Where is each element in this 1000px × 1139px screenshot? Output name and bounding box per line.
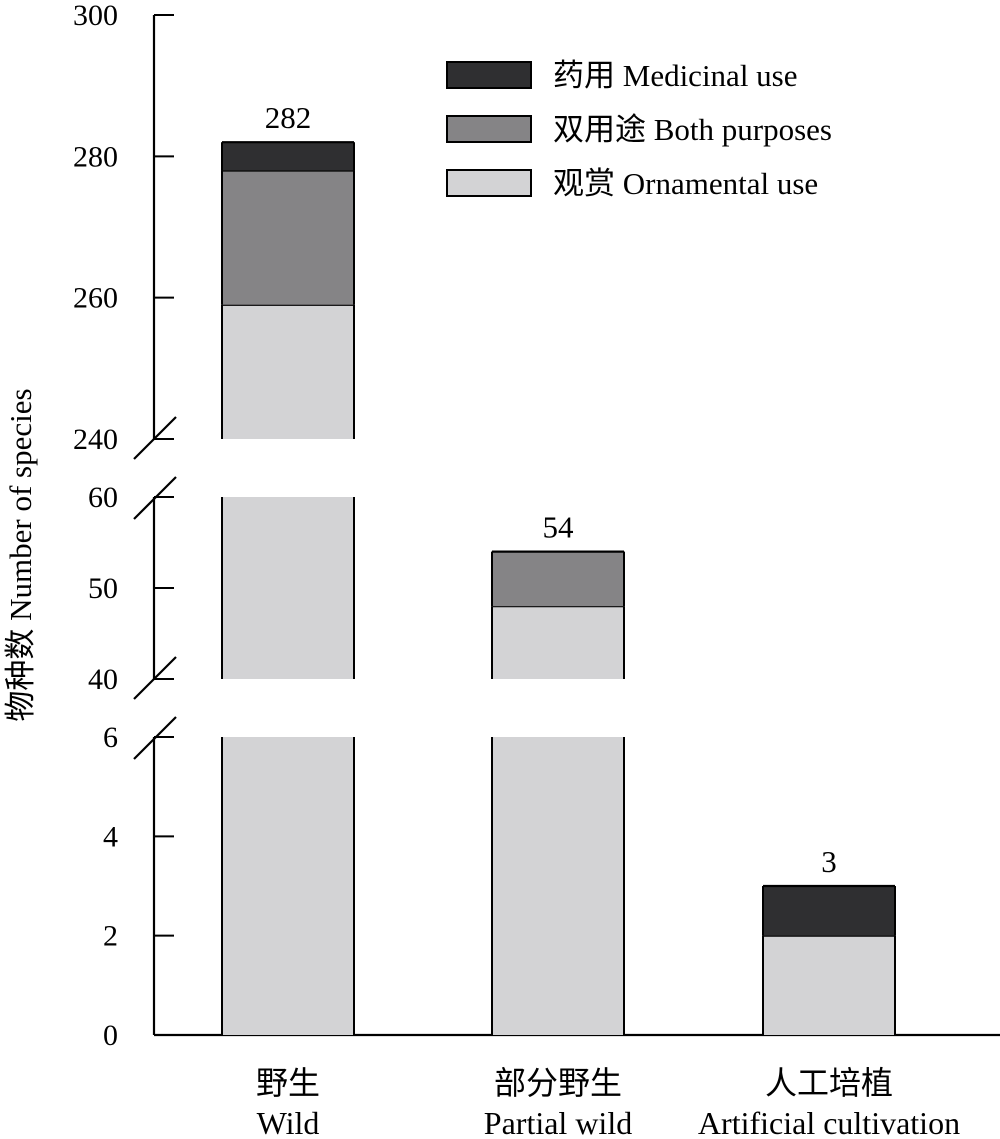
y-axis-title: 物种数 Number of species	[3, 388, 38, 721]
legend-label: 药用 Medicinal use	[553, 58, 798, 93]
y-tick-label: 60	[88, 481, 118, 514]
axis-break-mark	[133, 656, 177, 700]
legend-swatch	[446, 61, 532, 89]
bar-segment	[763, 935, 895, 1035]
y-tick-label: 50	[88, 572, 118, 605]
bar-segment	[222, 142, 354, 171]
legend-swatch	[446, 115, 532, 143]
axis-break-mark	[133, 716, 177, 760]
legend-label: 观赏 Ornamental use	[553, 166, 818, 201]
y-axis: 0 2 4 6 40 50 60 240 260 280 300	[73, 0, 1000, 1052]
y-tick-label: 6	[103, 721, 118, 754]
legend: 药用 Medicinal use 双用途 Both purposes 观赏 Orna…	[446, 58, 832, 201]
legend-label: 双用途 Both purposes	[553, 112, 832, 147]
y-tick-label: 0	[103, 1019, 118, 1052]
axis-break-mark	[133, 476, 177, 520]
bar-segment	[222, 170, 354, 305]
bar-segment	[763, 886, 895, 936]
y-tick-label: 2	[103, 920, 118, 953]
y-tick-label: 280	[73, 140, 118, 173]
y-tick-label: 260	[73, 282, 118, 315]
x-tick-label-en: Wild	[257, 1105, 320, 1139]
axis-break-gap	[150, 680, 158, 736]
bar-segment	[222, 497, 354, 679]
labels: 282 野生 Wild 54 部分野生 Partial wild 3 人工培植 Artifici…	[256, 100, 960, 1139]
axis-break-gap	[150, 440, 158, 496]
bar-total-label: 282	[265, 100, 312, 135]
bar-segment	[222, 737, 354, 1035]
legend-swatch	[446, 169, 532, 197]
axis-break-mark	[133, 416, 177, 460]
x-tick-label-cn: 部分野生	[494, 1065, 622, 1101]
bar-total-label: 3	[821, 844, 837, 879]
y-tick-label: 300	[73, 0, 118, 32]
bar-total-label: 54	[543, 510, 575, 545]
x-tick-label-en: Partial wild	[484, 1105, 632, 1139]
x-tick-label-cn: 野生	[256, 1065, 320, 1101]
y-tick-label: 40	[88, 663, 118, 696]
bars	[221, 141, 896, 1035]
x-tick-label-cn: 人工培植	[765, 1065, 893, 1101]
bar-segment	[492, 737, 624, 1035]
y-tick-label: 4	[103, 820, 118, 853]
y-tick-label: 240	[73, 423, 118, 456]
bar-segment	[222, 304, 354, 439]
bar-segment	[492, 551, 624, 607]
bar-segment	[492, 606, 624, 679]
x-tick-label-en: Artificial cultivation	[698, 1105, 960, 1139]
